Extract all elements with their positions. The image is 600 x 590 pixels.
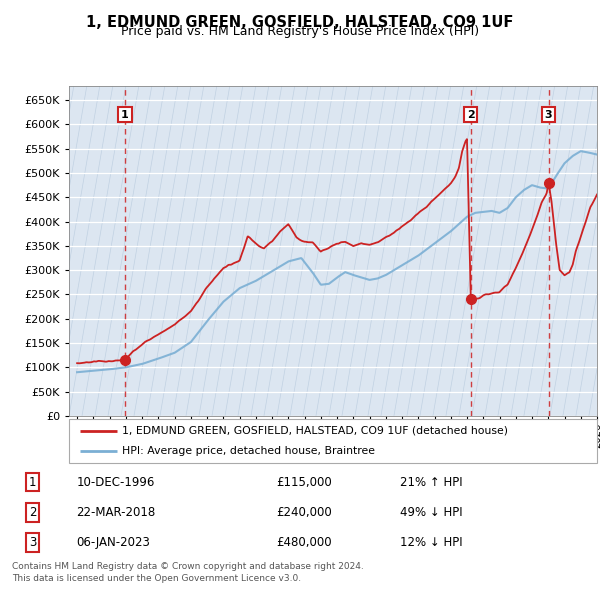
Text: 22-MAR-2018: 22-MAR-2018 (77, 506, 156, 519)
Text: 1, EDMUND GREEN, GOSFIELD, HALSTEAD, CO9 1UF: 1, EDMUND GREEN, GOSFIELD, HALSTEAD, CO9… (86, 15, 514, 30)
Text: 06-JAN-2023: 06-JAN-2023 (77, 536, 151, 549)
Text: Contains HM Land Registry data © Crown copyright and database right 2024.
This d: Contains HM Land Registry data © Crown c… (12, 562, 364, 584)
Text: HPI: Average price, detached house, Braintree: HPI: Average price, detached house, Brai… (122, 446, 375, 456)
Text: 1, EDMUND GREEN, GOSFIELD, HALSTEAD, CO9 1UF (detached house): 1, EDMUND GREEN, GOSFIELD, HALSTEAD, CO9… (122, 426, 508, 436)
Text: 21% ↑ HPI: 21% ↑ HPI (400, 476, 463, 489)
Text: 3: 3 (29, 536, 36, 549)
Text: 49% ↓ HPI: 49% ↓ HPI (400, 506, 463, 519)
Text: 1: 1 (121, 110, 129, 120)
Text: 2: 2 (467, 110, 475, 120)
Text: 2: 2 (29, 506, 36, 519)
Text: £240,000: £240,000 (277, 506, 332, 519)
Text: Price paid vs. HM Land Registry's House Price Index (HPI): Price paid vs. HM Land Registry's House … (121, 25, 479, 38)
Text: 1: 1 (29, 476, 36, 489)
Text: 12% ↓ HPI: 12% ↓ HPI (400, 536, 463, 549)
Text: 3: 3 (545, 110, 553, 120)
Text: £480,000: £480,000 (277, 536, 332, 549)
Text: £115,000: £115,000 (277, 476, 332, 489)
Text: 10-DEC-1996: 10-DEC-1996 (77, 476, 155, 489)
